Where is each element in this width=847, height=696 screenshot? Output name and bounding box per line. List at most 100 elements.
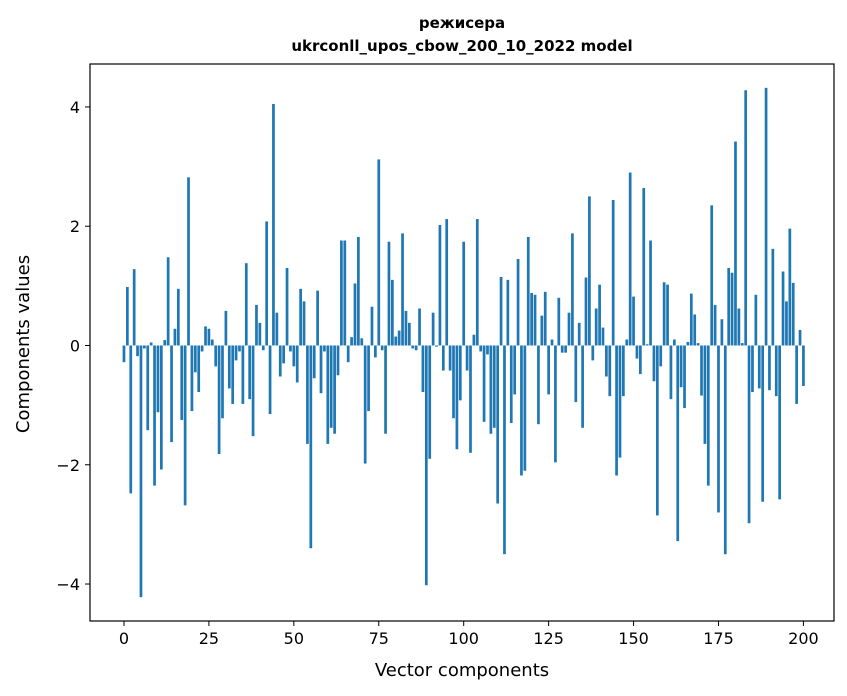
bar-155 — [649, 240, 652, 346]
bar-101 — [465, 345, 469, 371]
bar-168 — [693, 314, 697, 346]
y-tick-label: −4 — [56, 575, 80, 594]
bar-41 — [261, 345, 265, 351]
bar-119 — [526, 236, 530, 346]
bar-185 — [751, 345, 754, 392]
bar-176 — [720, 319, 724, 346]
bar-59 — [323, 345, 326, 352]
bar-9 — [153, 345, 156, 486]
x-tick-label: 75 — [369, 629, 389, 648]
bar-67 — [350, 337, 353, 346]
bar-5 — [139, 345, 143, 598]
bar-37 — [248, 345, 252, 400]
bar-19 — [187, 177, 190, 346]
bar-189 — [764, 87, 768, 346]
bar-89 — [424, 345, 428, 586]
bar-77 — [384, 345, 387, 434]
bar-157 — [655, 345, 659, 516]
bar-87 — [418, 308, 421, 346]
chart-title-line-1: режисера — [419, 14, 505, 32]
bar-18 — [183, 345, 187, 506]
bar-197 — [791, 282, 795, 346]
bar-15 — [173, 328, 177, 346]
bar-53 — [302, 301, 306, 346]
plot-area-frame — [89, 63, 835, 622]
bar-169 — [696, 343, 700, 346]
bar-24 — [204, 326, 207, 346]
y-axis-ticks: −4 −2 0 2 4 — [56, 98, 90, 594]
bar-105 — [479, 345, 483, 352]
bar-173 — [710, 205, 714, 346]
bar-46 — [278, 345, 282, 377]
bar-118 — [523, 345, 527, 471]
bar-152 — [639, 345, 642, 375]
bar-91 — [431, 312, 435, 346]
bar-66 — [346, 345, 350, 363]
bar-156 — [652, 345, 656, 382]
bar-134 — [577, 322, 581, 346]
bar-34 — [238, 345, 241, 352]
bar-163 — [676, 345, 680, 542]
bar-94 — [441, 345, 445, 371]
bar-114 — [509, 345, 513, 424]
bar-30 — [224, 310, 228, 346]
bar-10 — [156, 345, 160, 413]
bar-193 — [778, 345, 781, 500]
bar-161 — [669, 345, 673, 400]
bar-49 — [289, 345, 292, 352]
bar-68 — [353, 283, 357, 346]
bar-111 — [499, 276, 503, 346]
bar-187 — [757, 345, 761, 389]
bar-0 — [122, 345, 126, 363]
bar-146 — [618, 345, 622, 458]
bar-6 — [143, 345, 146, 349]
y-tick-label: 2 — [70, 217, 80, 236]
bar-115 — [513, 345, 517, 395]
bar-28 — [217, 345, 221, 455]
bar-120 — [530, 293, 533, 346]
bar-93 — [438, 225, 442, 346]
bar-60 — [326, 345, 330, 444]
x-axis-label: Vector components — [375, 660, 549, 681]
bar-38 — [251, 345, 255, 437]
bar-179 — [730, 272, 734, 346]
bar-23 — [200, 345, 204, 352]
bar-151 — [635, 345, 639, 359]
bar-4 — [136, 345, 139, 357]
bar-142 — [605, 345, 608, 377]
bar-182 — [740, 343, 744, 346]
bar-102 — [469, 345, 472, 453]
bar-135 — [581, 345, 584, 428]
bar-75 — [377, 159, 381, 346]
bar-181 — [737, 308, 741, 346]
bar-43 — [268, 345, 272, 415]
bar-100 — [462, 241, 466, 346]
bar-131 — [567, 312, 571, 346]
bar-27 — [214, 345, 218, 367]
bar-29 — [221, 345, 224, 419]
bar-121 — [533, 294, 537, 346]
bar-103 — [472, 334, 476, 346]
bar-82 — [401, 233, 404, 346]
bar-150 — [632, 296, 635, 346]
bar-183 — [744, 90, 748, 346]
bar-25 — [207, 328, 211, 346]
bar-98 — [455, 345, 459, 450]
bar-196 — [788, 228, 792, 346]
y-tick-label: 0 — [70, 336, 80, 355]
bar-11 — [159, 345, 163, 470]
bar-39 — [255, 304, 258, 346]
bar-125 — [547, 345, 550, 395]
bar-177 — [723, 345, 727, 555]
bar-117 — [520, 345, 523, 476]
bar-3 — [132, 269, 136, 346]
bar-127 — [554, 345, 557, 463]
bar-149 — [628, 172, 632, 346]
bar-139 — [594, 308, 598, 346]
bar-141 — [601, 327, 605, 346]
bar-175 — [717, 345, 720, 513]
bar-7 — [146, 345, 150, 431]
bar-174 — [713, 304, 717, 346]
bar-51 — [295, 345, 299, 383]
bars-group — [122, 87, 805, 598]
